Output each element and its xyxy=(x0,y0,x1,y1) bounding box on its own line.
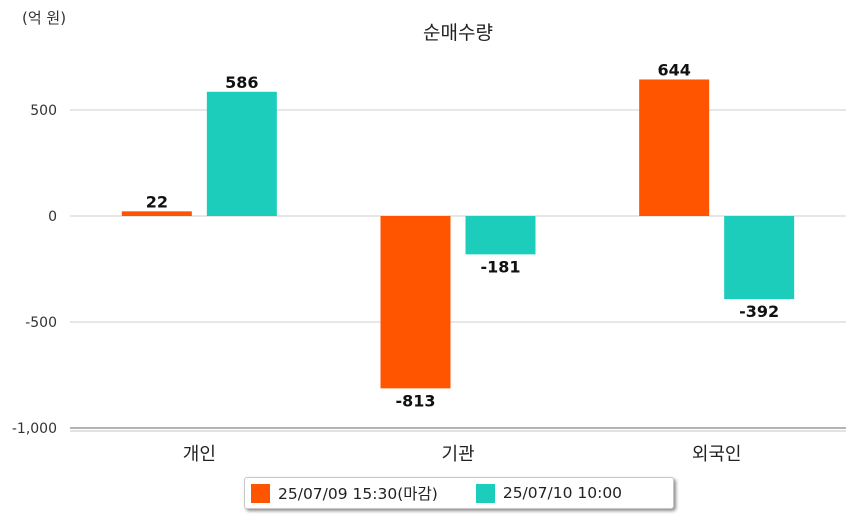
bar-0-1 xyxy=(206,91,277,216)
legend-swatch-series-1 xyxy=(251,483,270,503)
x-tick-label-0: 개인 xyxy=(183,444,216,465)
bar-1-1 xyxy=(465,216,536,255)
legend-swatch-series-2 xyxy=(475,483,495,503)
data-label-2-0: 644 xyxy=(657,60,690,79)
data-label-0-0: 22 xyxy=(146,192,168,211)
bar-1-0 xyxy=(380,216,451,389)
legend-label-series-1: 25/07/09 15:30(마감) xyxy=(278,485,438,503)
bar-0-0 xyxy=(121,211,192,216)
bar-2-1 xyxy=(724,216,795,300)
chart-title: 순매수량 xyxy=(423,22,493,44)
data-label-0-1: 586 xyxy=(225,73,258,92)
bar-chart: 500 0 -500 -1,000 개인 22 586 기관 -813 -181 외국인 644 -39… xyxy=(12,60,846,465)
legend-item-series-1[interactable]: 25/07/09 15:30(마감) xyxy=(251,482,438,504)
data-label-2-1: -392 xyxy=(739,302,779,321)
y-tick-label-1: 0 xyxy=(48,209,57,225)
data-label-1-0: -813 xyxy=(395,391,435,410)
y-tick-label-2: -500 xyxy=(25,315,57,331)
y-tick-label-3: -1,000 xyxy=(12,421,57,437)
legend: 25/07/09 15:30(마감) 25/07/10 10:00 xyxy=(244,477,674,509)
bar-2-0 xyxy=(639,79,710,216)
legend-label-series-2: 25/07/10 10:00 xyxy=(502,484,623,502)
y-tick-label-0: 500 xyxy=(30,103,57,119)
unit-label: (억 원) xyxy=(22,9,67,27)
data-label-1-1: -181 xyxy=(480,257,520,276)
x-tick-label-2: 외국인 xyxy=(692,444,742,465)
legend-item-series-2[interactable]: 25/07/10 10:00 xyxy=(475,483,623,503)
x-tick-label-1: 기관 xyxy=(441,444,474,465)
